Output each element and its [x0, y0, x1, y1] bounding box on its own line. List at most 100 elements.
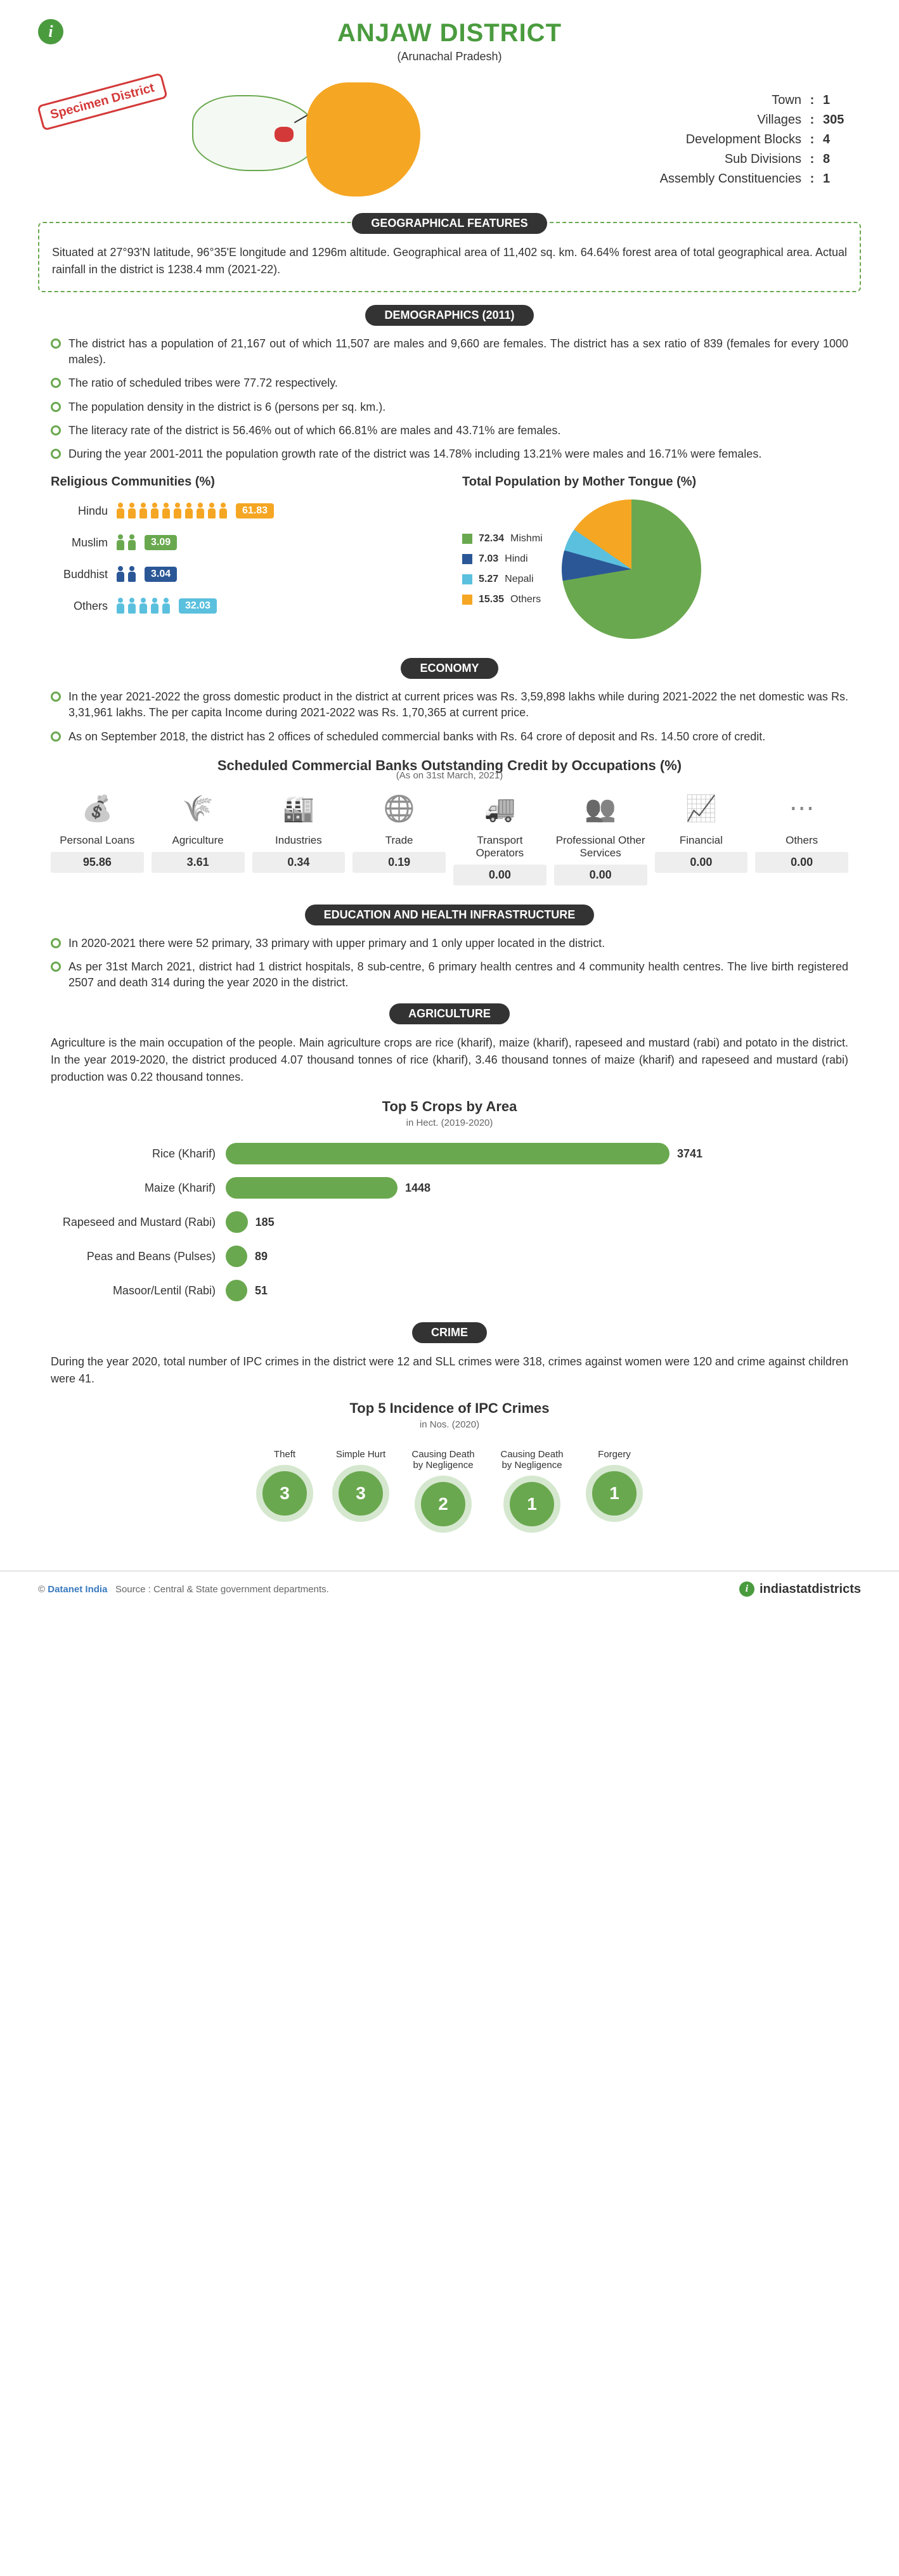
religion-title: Religious Communities (%) [51, 475, 437, 489]
religion-row: Buddhist3.04 [51, 563, 437, 586]
crime-text: During the year 2020, total number of IP… [51, 1353, 848, 1388]
stat-label: Town [446, 93, 801, 108]
person-icon [127, 534, 137, 551]
people-bar [115, 534, 137, 551]
page-subtitle: (Arunachal Pradesh) [38, 50, 861, 63]
crop-row: Maize (Kharif) 1448 [51, 1175, 848, 1201]
credit-icon: ⋯ [784, 794, 820, 829]
credit-item: 🚚Transport Operators0.00 [453, 794, 547, 886]
bullet-text: The ratio of scheduled tribes were 77.72… [68, 375, 338, 391]
bullet-marker-icon [51, 692, 61, 702]
credit-value: 95.86 [51, 852, 144, 873]
religion-value: 61.83 [236, 503, 274, 518]
crop-bar [226, 1177, 398, 1199]
specimen-badge: Specimen District [37, 72, 168, 131]
credit-value: 0.19 [352, 852, 446, 873]
crime-section-title: CRIME [412, 1322, 487, 1343]
stat-label: Villages [446, 113, 801, 127]
credit-value: 3.61 [152, 852, 245, 873]
stat-value: 8 [823, 152, 861, 167]
person-icon [150, 503, 160, 519]
credit-value: 0.00 [453, 865, 547, 886]
bullet-item: As on September 2018, the district has 2… [51, 729, 848, 745]
crime-item: Forgery1 [586, 1449, 643, 1533]
religion-label: Others [51, 600, 108, 613]
credit-item: 💰Personal Loans95.86 [51, 794, 144, 886]
economy-section-title: ECONOMY [401, 658, 498, 679]
person-icon [218, 503, 228, 519]
person-icon [172, 503, 183, 519]
crime-item: Causing Death by Negligence2 [408, 1449, 478, 1533]
bullet-text: The district has a population of 21,167 … [68, 336, 848, 368]
bullet-item: The population density in the district i… [51, 399, 848, 415]
bullet-marker-icon [51, 449, 61, 459]
credit-icon: 🏭 [281, 794, 316, 829]
crime-circle: 3 [332, 1465, 389, 1522]
crops-chart: Rice (Kharif)3741Maize (Kharif)1448Rapes… [51, 1141, 848, 1303]
people-bar [115, 598, 171, 614]
mother-tongue-chart: Total Population by Mother Tongue (%) 72… [462, 475, 848, 639]
credit-label: Agriculture [152, 834, 245, 847]
bullet-text: In the year 2021-2022 the gross domestic… [68, 689, 848, 721]
mother-tongue-pie [562, 499, 701, 639]
geo-box: GEOGRAPHICAL FEATURES Situated at 27°93'… [38, 222, 861, 292]
credit-item: 🌾Agriculture3.61 [152, 794, 245, 886]
page-title: ANJAW DISTRICT [38, 19, 861, 48]
crop-row: Masoor/Lentil (Rabi)51 [51, 1278, 848, 1303]
legend-label: Mishmi [510, 533, 543, 544]
crop-label: Rice (Kharif) [51, 1147, 216, 1161]
religion-chart: Religious Communities (%) Hindu61.83Musl… [51, 475, 437, 639]
stats-table: Town:1Villages:305Development Blocks:4Su… [446, 93, 861, 186]
bullet-marker-icon [51, 731, 61, 742]
info-icon: i [38, 19, 63, 44]
agriculture-section-title: AGRICULTURE [389, 1003, 510, 1024]
person-icon [207, 503, 217, 519]
crime-chart-title: Top 5 Incidence of IPC Crimes [38, 1400, 861, 1417]
legend-label: Hindi [505, 553, 527, 565]
credit-icon: 👥 [583, 794, 618, 829]
credit-value: 0.00 [755, 852, 848, 873]
stat-label: Development Blocks [446, 132, 801, 147]
bullet-item: The district has a population of 21,167 … [51, 336, 848, 368]
legend-value: 72.34 [479, 533, 504, 544]
crop-label: Peas and Beans (Pulses) [51, 1250, 216, 1263]
demographics-section-title: DEMOGRAPHICS (2011) [365, 305, 533, 326]
crop-value: 1448 [405, 1182, 430, 1195]
credit-icon: 💰 [79, 794, 115, 829]
bullet-text: The literacy rate of the district is 56.… [68, 423, 560, 439]
legend-label: Nepali [505, 574, 533, 585]
religion-label: Buddhist [51, 568, 108, 581]
crime-item: Theft3 [256, 1449, 313, 1533]
bullet-item: As per 31st March 2021, district had 1 d… [51, 959, 848, 991]
crop-label: Maize (Kharif) [51, 1182, 216, 1195]
crop-bar [226, 1246, 247, 1267]
stat-row: Town:1 [446, 93, 861, 108]
bullet-text: As on September 2018, the district has 2… [68, 729, 765, 745]
top-row: Specimen District Town:1Villages:305Deve… [38, 76, 861, 203]
crop-value: 185 [255, 1216, 275, 1229]
geo-section-title: GEOGRAPHICAL FEATURES [352, 213, 547, 234]
person-icon [161, 503, 171, 519]
bullet-marker-icon [51, 338, 61, 349]
crop-row: Rapeseed and Mustard (Rabi)185 [51, 1209, 848, 1235]
religion-value: 3.09 [145, 535, 177, 550]
mother-tongue-legend: 72.34Mishmi7.03Hindi5.27Nepali15.35Other… [462, 533, 543, 605]
stat-value: 1 [823, 93, 861, 108]
header: ANJAW DISTRICT (Arunachal Pradesh) [38, 19, 861, 63]
crop-bar [226, 1211, 248, 1233]
stat-row: Assembly Constituencies:1 [446, 172, 861, 186]
bullet-item: The ratio of scheduled tribes were 77.72… [51, 375, 848, 391]
crime-circles: Theft3Simple Hurt3Causing Death by Negli… [38, 1449, 861, 1533]
stat-label: Assembly Constituencies [446, 172, 801, 186]
bullet-text: The population density in the district i… [68, 399, 385, 415]
crime-item: Causing Death by Negligence1 [497, 1449, 567, 1533]
stat-value: 4 [823, 132, 861, 147]
person-icon [195, 503, 205, 519]
credit-label: Others [755, 834, 848, 847]
credit-label: Financial [655, 834, 748, 847]
charts-row: Religious Communities (%) Hindu61.83Musl… [51, 475, 848, 639]
legend-item: 5.27Nepali [462, 574, 543, 585]
district-shape [306, 82, 420, 196]
crop-value: 89 [255, 1250, 268, 1263]
person-icon [127, 566, 137, 583]
